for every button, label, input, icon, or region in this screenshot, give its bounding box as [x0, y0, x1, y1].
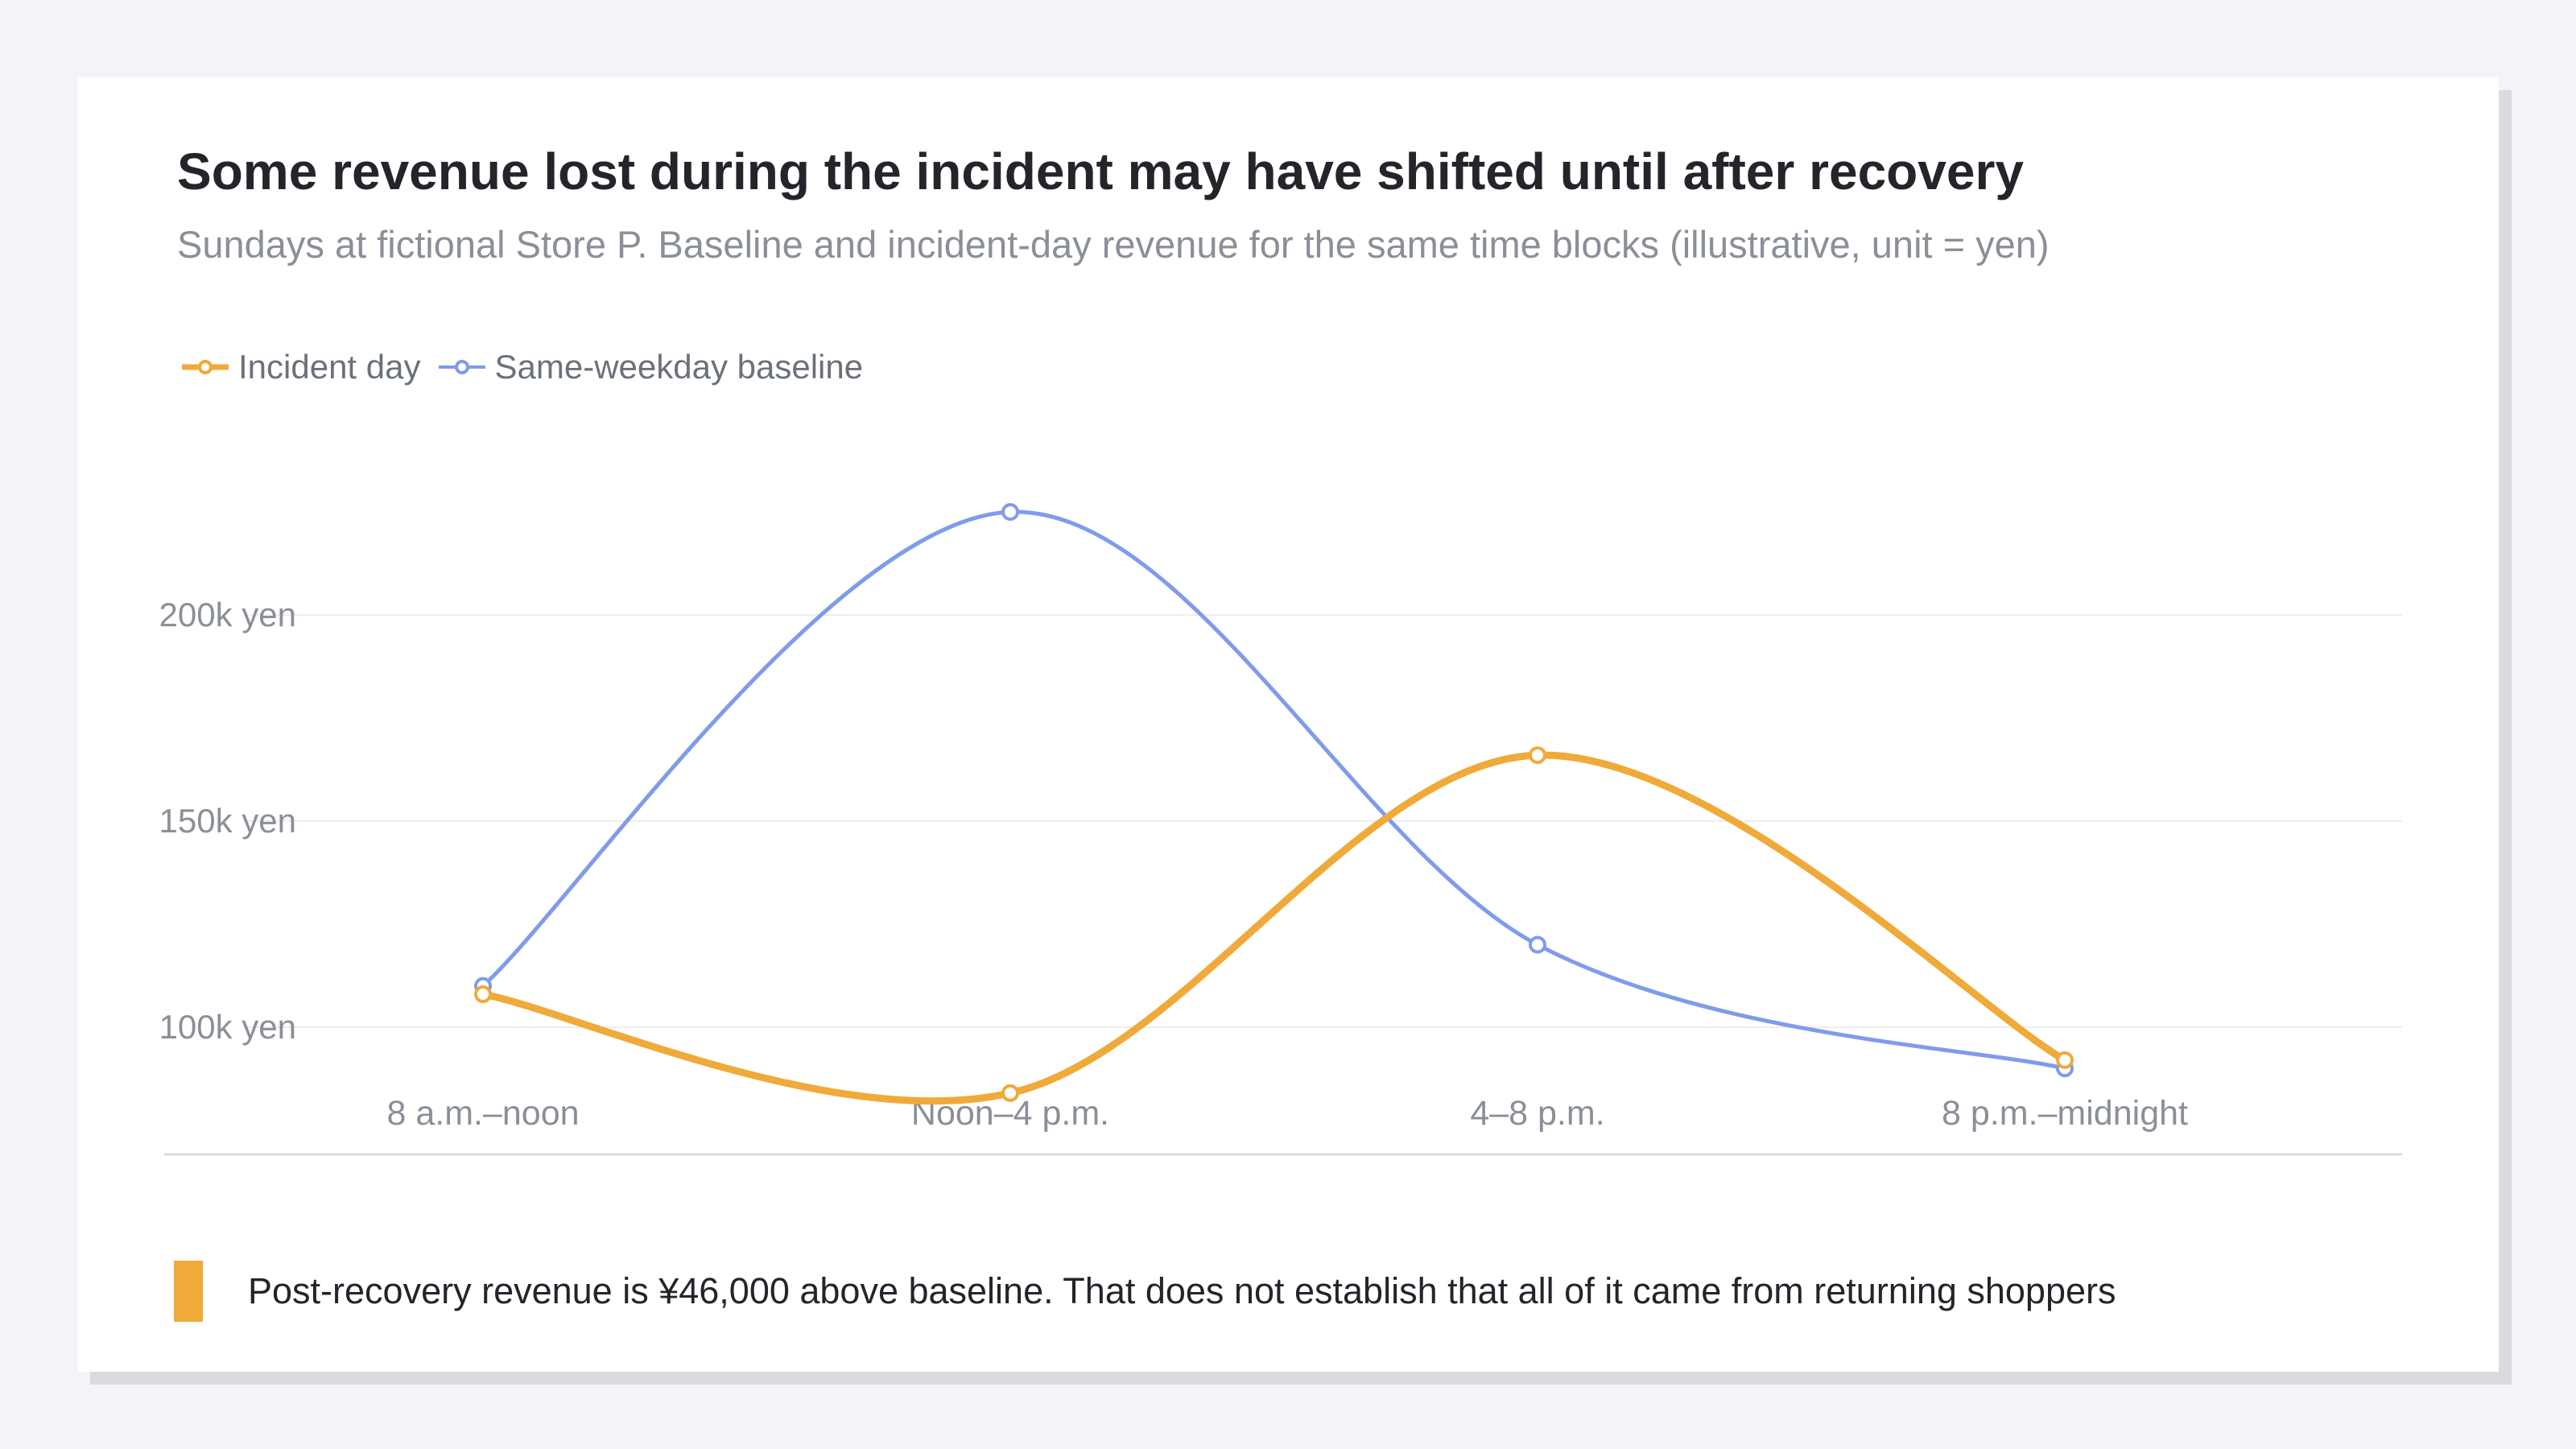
legend-item-baseline[interactable]: Same-weekday baseline — [437, 348, 864, 386]
chart-subtitle: Sundays at fictional Store P. Baseline a… — [177, 223, 2050, 266]
y-tick-label: 100k yen — [159, 1008, 296, 1046]
data-point-incident — [1001, 1084, 1019, 1102]
series-line-baseline — [481, 510, 2067, 1071]
legend-item-incident[interactable]: Incident day — [180, 348, 421, 386]
callout-note: Post-recovery revenue is ¥46,000 above b… — [174, 1261, 2116, 1322]
x-tick-label: 4–8 p.m. — [1470, 1094, 1604, 1133]
chart-title: Some revenue lost during the incident ma… — [177, 142, 2024, 200]
legend-label-baseline: Same-weekday baseline — [494, 348, 864, 386]
legend-label-incident: Incident day — [238, 348, 421, 386]
data-point-incident — [474, 985, 492, 1004]
callout-text: Post-recovery revenue is ¥46,000 above b… — [248, 1270, 2116, 1311]
y-tick-label: 200k yen — [159, 596, 296, 634]
data-point-incident — [2056, 1051, 2074, 1069]
chart-card: Some revenue lost during the incident ma… — [77, 77, 2499, 1372]
x-tick-label: 8 a.m.–noon — [386, 1094, 579, 1133]
data-point-baseline — [1001, 503, 1019, 521]
y-tick-label: 150k yen — [159, 802, 296, 840]
x-tick-label: 8 p.m.–midnight — [1942, 1094, 2188, 1133]
chart-legend: Incident day Same-weekday baseline — [180, 343, 879, 391]
legend-swatch-incident — [182, 360, 229, 374]
data-point-baseline — [1529, 935, 1546, 954]
callout-marker — [174, 1261, 203, 1322]
data-point-incident — [1529, 746, 1546, 765]
series-line-incident — [479, 751, 2069, 1105]
legend-swatch-baseline — [438, 360, 485, 374]
